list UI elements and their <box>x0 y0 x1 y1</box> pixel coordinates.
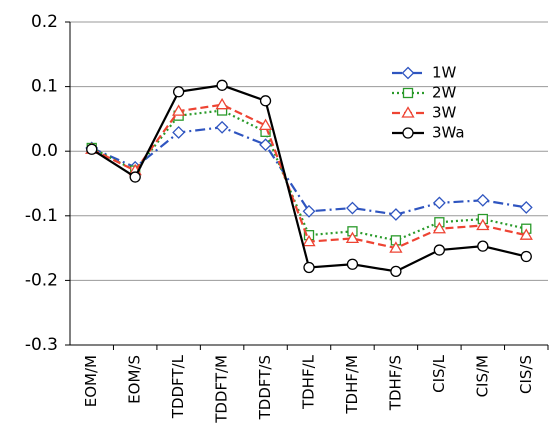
x-tick-label: CIS/L <box>430 354 448 392</box>
marker <box>86 143 98 155</box>
x-tick-label: CIS/M <box>473 355 491 397</box>
y-tick-label: 0.2 <box>31 12 58 32</box>
marker <box>401 66 415 80</box>
legend-label: 3W <box>432 104 457 122</box>
marker <box>476 218 490 231</box>
marker <box>346 258 359 270</box>
marker <box>519 228 533 240</box>
marker <box>345 231 360 244</box>
marker <box>389 241 403 253</box>
series-line <box>91 126 527 216</box>
legend-label: 2W <box>432 84 457 102</box>
marker <box>432 221 446 234</box>
legend-label: 3Wa <box>432 124 465 142</box>
marker <box>389 208 403 221</box>
x-tick-label: TDHF/L <box>300 354 318 410</box>
marker <box>259 95 272 107</box>
x-tick-label: CIS/S <box>517 355 535 394</box>
y-tick-label: 0.0 <box>31 141 58 161</box>
marker <box>302 204 316 218</box>
x-tick-label: TDHF/S <box>386 355 404 411</box>
marker <box>172 126 186 139</box>
y-tick-label: -0.3 <box>25 335 58 355</box>
marker <box>477 240 489 252</box>
marker <box>401 106 415 118</box>
series-line <box>91 109 527 242</box>
marker <box>520 250 532 263</box>
x-tick-label: TDDFT/L <box>169 354 187 419</box>
marker <box>476 193 490 207</box>
marker <box>390 265 402 278</box>
marker <box>402 87 414 99</box>
marker <box>129 171 141 183</box>
marker <box>259 138 272 152</box>
marker <box>215 97 229 110</box>
y-tick-label: 0.1 <box>31 77 58 97</box>
y-tick-label: -0.1 <box>25 206 58 226</box>
marker <box>216 79 228 91</box>
x-tick-label: TDDFT/S <box>256 355 274 420</box>
marker <box>346 201 359 215</box>
marker <box>433 244 446 256</box>
marker <box>519 200 533 214</box>
marker <box>303 261 315 274</box>
y-tick-label: -0.2 <box>25 270 58 290</box>
marker <box>215 120 229 134</box>
x-tick-label: EOM/M <box>82 355 100 407</box>
legend-label: 1W <box>432 64 457 82</box>
x-tick-label: EOM/S <box>126 355 144 404</box>
marker <box>258 118 273 131</box>
marker <box>172 86 185 98</box>
marker <box>172 104 186 116</box>
legend: 1W 2W 3W 3Wa <box>392 64 465 142</box>
x-tick-label: TDDFT/M <box>213 355 231 424</box>
marker <box>432 196 446 210</box>
marker <box>302 234 316 247</box>
marker <box>402 127 414 139</box>
x-tick-label: TDHF/M <box>343 355 361 415</box>
